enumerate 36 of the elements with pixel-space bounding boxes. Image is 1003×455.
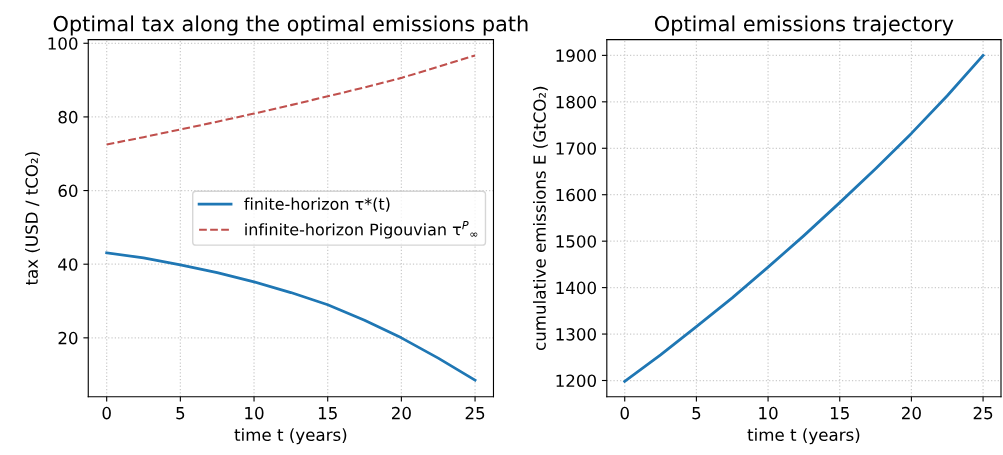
x-tick-label: 5 bbox=[176, 407, 185, 420]
x-tick-label: 10 bbox=[759, 406, 778, 420]
x-tick-label: 15 bbox=[318, 407, 337, 420]
x-axis-title: time t (years) bbox=[234, 428, 347, 445]
y-tick-label: 1300 bbox=[556, 328, 596, 341]
y-tick-label: 60 bbox=[58, 184, 78, 198]
legend-label: finite-horizon τ*(t) bbox=[244, 197, 390, 212]
y-tick-label: 1400 bbox=[556, 281, 596, 295]
y-tick-label: 1600 bbox=[556, 188, 596, 202]
y-tick-label: 1200 bbox=[556, 374, 596, 388]
x-axis-title: time t (years) bbox=[747, 428, 860, 445]
y-tick-label: 40 bbox=[58, 258, 78, 271]
x-tick-label: 20 bbox=[902, 406, 921, 420]
x-tick-label: 10 bbox=[245, 406, 264, 420]
y-tick-label: 80 bbox=[58, 110, 78, 124]
y-tick-label: 20 bbox=[58, 331, 78, 345]
x-tick-label: 5 bbox=[692, 407, 701, 420]
x-tick-label: 15 bbox=[830, 407, 849, 420]
line-series bbox=[623, 53, 985, 383]
y-tick-label: 1900 bbox=[556, 49, 596, 62]
chart-title: Optimal tax along the optimal emissions path bbox=[53, 15, 528, 36]
x-tick-label: 0 bbox=[102, 406, 111, 420]
y-tick-label: 1700 bbox=[556, 142, 596, 155]
chart-title: Optimal emissions trajectory bbox=[654, 15, 954, 36]
x-tick-label: 20 bbox=[392, 406, 411, 420]
y-tick-label: 1800 bbox=[556, 95, 596, 109]
legend-label: infinite-horizon Pigouvian τ$^{P}$$_{∞}$ bbox=[245, 221, 478, 239]
line-series bbox=[105, 251, 477, 382]
y-axis-title: tax (USD / tCO₂) bbox=[25, 152, 40, 286]
x-tick-label: 0 bbox=[620, 406, 629, 420]
y-axis-title: cumulative emissions E (GtCO₂) bbox=[532, 86, 548, 351]
x-tick-label: 25 bbox=[465, 406, 485, 420]
line-series bbox=[105, 54, 477, 146]
x-tick-label: 25 bbox=[973, 406, 993, 420]
y-tick-label: 1500 bbox=[556, 235, 596, 248]
y-tick-label: 100 bbox=[48, 37, 78, 50]
